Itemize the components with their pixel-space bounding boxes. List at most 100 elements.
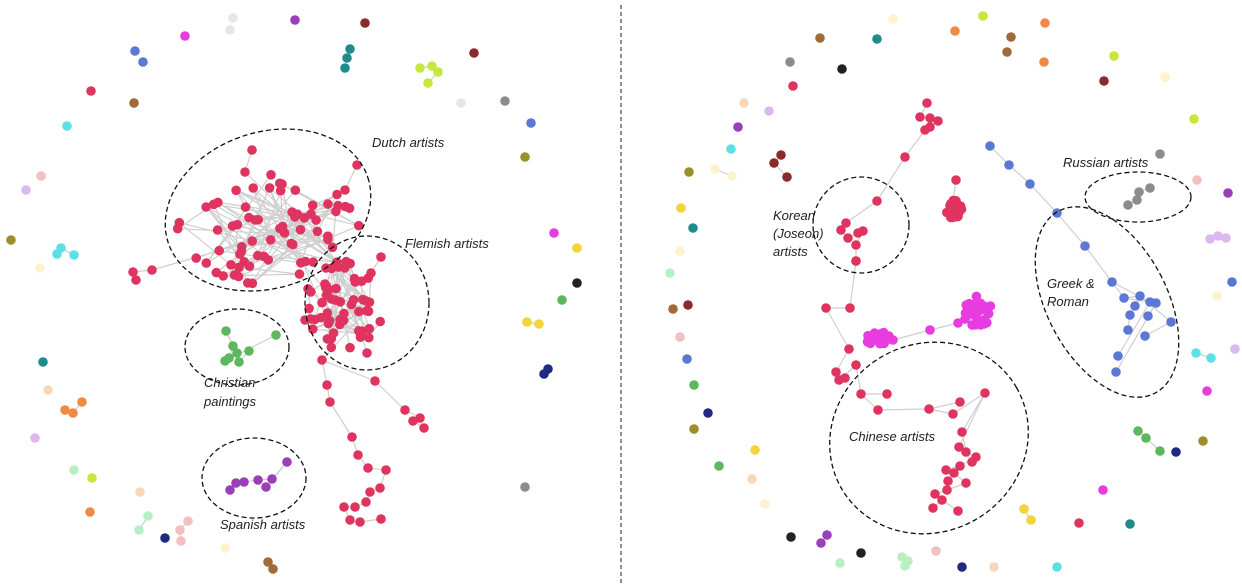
singleton-node bbox=[572, 243, 582, 253]
dutch-artist-node bbox=[295, 224, 306, 235]
russian-artist-node bbox=[1123, 200, 1133, 210]
small-component-node bbox=[900, 561, 910, 571]
small-component-node bbox=[68, 408, 78, 418]
singleton-node bbox=[543, 364, 553, 374]
dutch-artist-node bbox=[240, 202, 251, 212]
greek-roman-node bbox=[1107, 277, 1117, 287]
graph-edge bbox=[316, 194, 338, 232]
singleton-node bbox=[520, 152, 530, 162]
dutch-artist-node bbox=[240, 167, 250, 177]
magenta-node bbox=[953, 318, 963, 328]
chinese-artist-node bbox=[942, 485, 952, 495]
crimson-node bbox=[355, 517, 365, 527]
dutch-artist-node bbox=[250, 215, 260, 225]
graph-edge bbox=[374, 380, 406, 411]
singleton-node bbox=[665, 268, 675, 278]
magenta-node bbox=[970, 320, 980, 330]
dutch-artist-node bbox=[201, 258, 212, 268]
flemish-artist-node bbox=[326, 342, 337, 353]
flemish-artist-node bbox=[317, 297, 327, 308]
dutch-artist-node bbox=[354, 220, 364, 231]
dutch-artist-node bbox=[340, 185, 350, 195]
singleton-node bbox=[726, 144, 736, 154]
singleton-node bbox=[1198, 436, 1208, 446]
singleton-node bbox=[160, 533, 170, 543]
greek-roman-node bbox=[985, 141, 995, 151]
singleton-node bbox=[469, 48, 479, 58]
crimson-node bbox=[339, 502, 349, 512]
small-component-node bbox=[415, 63, 425, 73]
dutch-artist-node bbox=[292, 209, 303, 219]
greek-roman-node bbox=[1125, 310, 1135, 320]
dutch-artist-node bbox=[264, 183, 275, 193]
singleton-node bbox=[360, 18, 370, 28]
singleton-node bbox=[180, 31, 190, 41]
dutch-artist-node bbox=[231, 185, 241, 196]
small-component-node bbox=[1205, 234, 1215, 244]
flemish-artist-node bbox=[331, 283, 341, 294]
small-component-node bbox=[1133, 426, 1143, 436]
label-christian-paintings: Christian paintings bbox=[203, 375, 259, 409]
singleton-node bbox=[220, 543, 230, 553]
singleton-node bbox=[1192, 175, 1202, 185]
graph-edge bbox=[205, 206, 242, 252]
small-component-node bbox=[1026, 515, 1036, 525]
flemish-artist-node bbox=[348, 295, 359, 305]
korean-artist-node bbox=[851, 240, 861, 250]
small-component-node bbox=[710, 164, 720, 174]
singleton-node bbox=[950, 26, 960, 36]
singleton-node bbox=[856, 548, 866, 558]
spanish-artist-node bbox=[231, 478, 241, 488]
crimson-node bbox=[376, 514, 386, 524]
dutch-artist-node bbox=[247, 236, 257, 246]
greek-roman-node bbox=[1113, 351, 1123, 361]
singleton-node bbox=[835, 558, 845, 568]
graph-edge bbox=[238, 238, 329, 268]
small-component-node bbox=[263, 557, 273, 567]
small-component-node bbox=[782, 172, 792, 182]
singleton-node bbox=[750, 445, 760, 455]
singleton-node bbox=[129, 98, 139, 108]
korean-artists-outline bbox=[812, 176, 910, 274]
small-component-node bbox=[183, 516, 193, 526]
graph-edge bbox=[845, 200, 878, 224]
flemish-artist-node bbox=[364, 323, 375, 334]
chinese-artist-node bbox=[928, 503, 938, 513]
singleton-node bbox=[135, 487, 145, 497]
singleton-node bbox=[747, 474, 757, 484]
singleton-node bbox=[225, 25, 235, 35]
singleton-node bbox=[888, 14, 898, 24]
crimson-node bbox=[365, 487, 375, 497]
small-component-node bbox=[427, 61, 437, 71]
christian-paintings-outline bbox=[184, 308, 290, 386]
chinese-artists-outline bbox=[829, 341, 1029, 535]
singleton-node bbox=[675, 332, 685, 342]
singleton-node bbox=[957, 562, 967, 572]
singleton-node bbox=[703, 408, 713, 418]
label-dutch-artists: Dutch artists bbox=[372, 135, 445, 150]
singleton-node bbox=[526, 118, 536, 128]
crimson-node bbox=[821, 303, 831, 313]
crimson-node bbox=[951, 211, 962, 222]
singleton-node bbox=[786, 532, 796, 542]
small-component-node bbox=[176, 536, 186, 546]
graph-edge bbox=[904, 129, 926, 158]
flemish-artist-node bbox=[339, 308, 349, 319]
graph-edge bbox=[929, 322, 959, 331]
singleton-node bbox=[21, 185, 31, 195]
singleton-node bbox=[85, 507, 95, 517]
greek-roman-node bbox=[1123, 325, 1133, 335]
magenta-node bbox=[973, 299, 984, 310]
greek-roman-node bbox=[1151, 298, 1161, 308]
small-component-node bbox=[268, 564, 278, 574]
small-component-node bbox=[56, 243, 66, 253]
magenta-node bbox=[878, 327, 889, 338]
singleton-node bbox=[572, 278, 582, 288]
small-component-node bbox=[433, 67, 443, 77]
crimson-node bbox=[375, 483, 385, 493]
singleton-node bbox=[764, 106, 774, 116]
crimson-node bbox=[925, 113, 935, 123]
singleton-node bbox=[1098, 485, 1108, 495]
singleton-node bbox=[1202, 386, 1212, 396]
dutch-artist-node bbox=[294, 269, 305, 279]
